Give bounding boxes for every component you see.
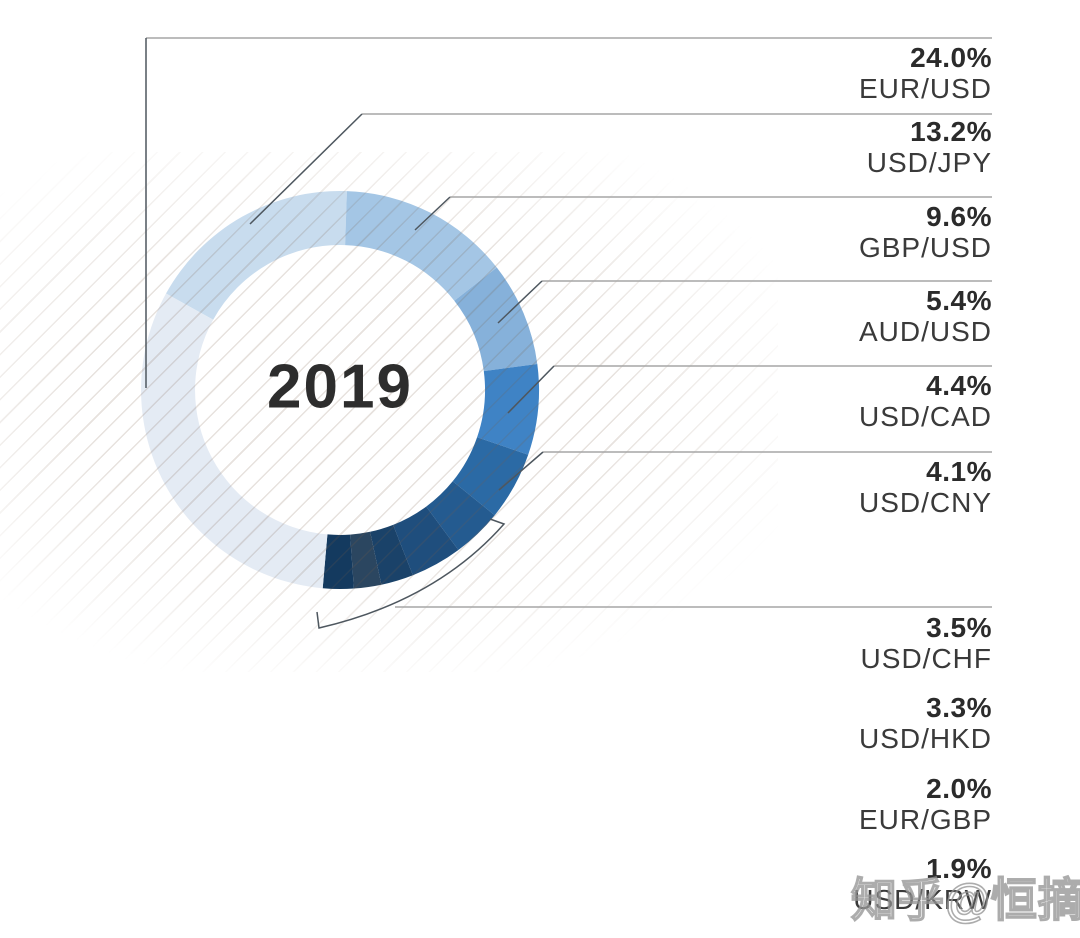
donut-segment-eur-usd: [166, 190, 347, 320]
chart-center-year: 2019: [267, 352, 413, 422]
donut-segment-usd-hkd: [370, 524, 413, 585]
donut-segment-eur-gbp: [350, 531, 382, 589]
donut-segment-usd-cad: [452, 437, 529, 516]
donut-segment-usd-cny: [426, 481, 495, 550]
donut-segment-usd-chf: [393, 506, 459, 576]
leader-connector-2: [414, 196, 451, 231]
donut-segment-usd-krw: [322, 534, 354, 589]
donut-segment-usd-jpy: [345, 191, 497, 301]
donut-segment-gbp-usd: [454, 267, 538, 372]
leader-connector-5: [498, 451, 544, 491]
donut-segment-aud-usd: [477, 364, 540, 455]
donut-segment-others: [141, 293, 328, 589]
leader-connector-4: [507, 365, 555, 414]
watermark: 知乎@恒摘: [850, 873, 1080, 927]
leader-connector-1: [249, 113, 363, 225]
leader-connector-3: [497, 280, 543, 324]
leader-connector-6: [316, 518, 506, 629]
